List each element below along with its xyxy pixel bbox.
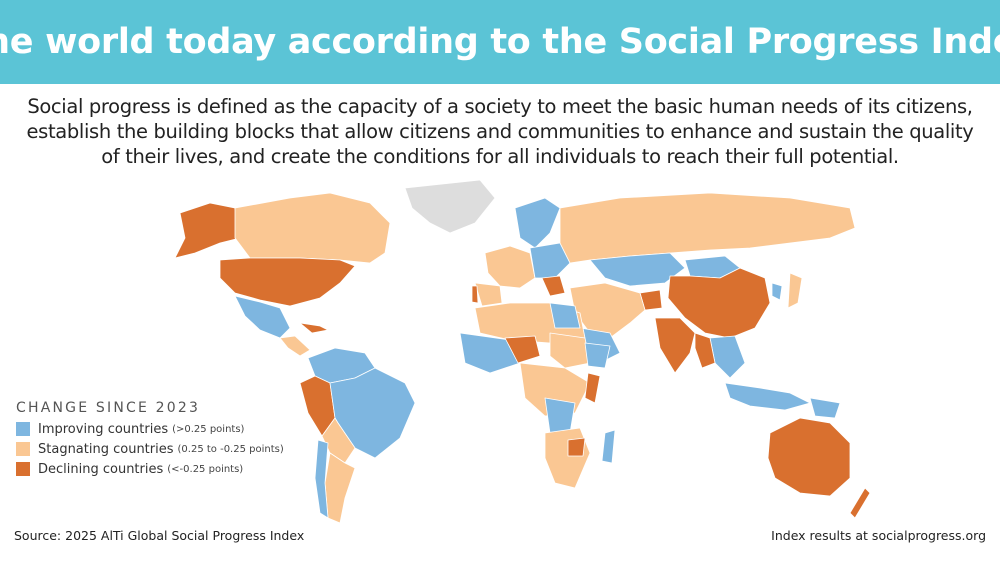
region-southeast-asia bbox=[709, 335, 746, 379]
region-southern-africa bbox=[544, 427, 591, 489]
region-congo bbox=[544, 397, 576, 434]
region-central-asia bbox=[589, 252, 686, 287]
region-new-zealand bbox=[849, 487, 870, 519]
world-map bbox=[150, 178, 870, 528]
legend-label-stagnating: Stagnating countries bbox=[38, 441, 174, 457]
region-madagascar bbox=[601, 429, 616, 464]
region-korea bbox=[771, 282, 783, 301]
legend-note-stagnating: (0.25 to -0.25 points) bbox=[177, 443, 284, 455]
region-niger bbox=[504, 335, 541, 364]
legend-note-improving: (>0.25 points) bbox=[172, 423, 245, 435]
region-west-africa bbox=[459, 332, 521, 374]
region-central-europe bbox=[529, 242, 571, 279]
region-argentina bbox=[324, 452, 356, 524]
credit-link[interactable]: Index results at socialprogress.org bbox=[771, 528, 986, 543]
region-sudan bbox=[549, 332, 591, 369]
region-scandinavia bbox=[514, 197, 561, 249]
region-png bbox=[809, 397, 841, 419]
region-zimbabwe bbox=[567, 437, 586, 457]
region-caribbean bbox=[299, 322, 329, 334]
legend-swatch-declining bbox=[16, 462, 30, 476]
region-indonesia bbox=[724, 382, 811, 411]
legend-label-improving: Improving countries bbox=[38, 421, 169, 437]
region-chile bbox=[314, 439, 329, 519]
region-usa bbox=[219, 257, 356, 307]
region-canada bbox=[234, 192, 391, 264]
region-russia bbox=[559, 192, 856, 264]
region-ethiopia bbox=[584, 342, 611, 369]
legend-swatch-stagnating bbox=[16, 442, 30, 456]
page-title: The world today according to the Social … bbox=[0, 22, 1000, 62]
legend: CHANGE SINCE 2023 Improving countries (>… bbox=[16, 400, 284, 479]
legend-item-declining: Declining countries (<-0.25 points) bbox=[16, 459, 284, 479]
region-india bbox=[654, 317, 696, 374]
legend-swatch-improving bbox=[16, 422, 30, 436]
region-central-america bbox=[279, 335, 311, 357]
region-balkans bbox=[541, 275, 566, 297]
region-egypt bbox=[549, 302, 581, 329]
region-portugal bbox=[471, 285, 479, 304]
region-mexico bbox=[234, 295, 291, 339]
legend-item-stagnating: Stagnating countries (0.25 to -0.25 poin… bbox=[16, 439, 284, 459]
region-iberia bbox=[474, 282, 503, 307]
legend-item-improving: Improving countries (>0.25 points) bbox=[16, 419, 284, 439]
legend-label-declining: Declining countries bbox=[38, 461, 164, 477]
region-australia bbox=[767, 417, 851, 497]
title-banner: The world today according to the Social … bbox=[0, 0, 1000, 84]
description-text: Social progress is defined as the capaci… bbox=[26, 95, 974, 168]
legend-title: CHANGE SINCE 2023 bbox=[16, 400, 201, 416]
source-note: Source: 2025 AlTi Global Social Progress… bbox=[14, 528, 305, 543]
region-east-africa bbox=[584, 372, 601, 404]
region-greenland bbox=[404, 179, 496, 234]
region-western-europe bbox=[484, 245, 536, 289]
region-alaska bbox=[174, 202, 241, 259]
region-china bbox=[667, 267, 771, 339]
region-myanmar bbox=[694, 332, 716, 369]
region-japan bbox=[787, 272, 803, 309]
legend-note-declining: (<-0.25 points) bbox=[167, 463, 244, 475]
